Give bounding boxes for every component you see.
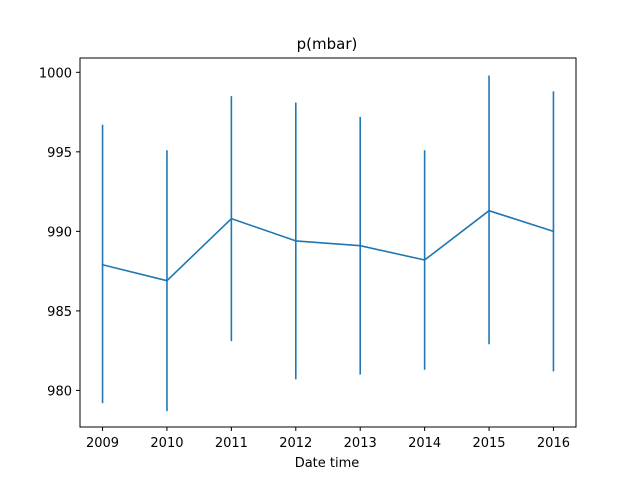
x-tick-label-2012: 2012 [279,436,312,451]
x-axis: 2009 2010 2011 2012 2013 2014 2015 2016 [86,427,570,451]
series-line-0 [102,209,554,282]
data-point-2013 [359,244,362,247]
y-tick-label-995: 995 [47,146,72,161]
data-point-2014 [423,259,426,261]
data-point-2015 [488,209,490,212]
x-tick-label-2014: 2014 [408,436,441,451]
x-tick-label-2010: 2010 [150,436,183,451]
data-point-2010 [166,279,168,282]
x-tick-label-2015: 2015 [472,436,505,451]
x-tick-label-2016: 2016 [537,436,570,451]
y-tick-label-985: 985 [47,305,72,320]
data-point-2012 [294,240,297,242]
data-point-2016 [552,230,555,233]
x-tick-label-2011: 2011 [215,436,248,451]
data-point-2009 [101,263,104,266]
plot-frame [79,57,577,428]
y-tick-label-980: 980 [47,384,72,399]
y-axis: 980 985 990 995 1000 [39,66,80,399]
chart-title: p(mbar) [297,35,358,53]
plot-area [101,75,555,412]
x-tick-label-2009: 2009 [86,436,119,451]
y-tick-label-990: 990 [47,225,72,240]
y-tick-label-1000: 1000 [39,66,72,81]
data-point-2011 [230,217,233,220]
x-tick-label-2013: 2013 [344,436,377,451]
x-axis-label: Date time [295,456,360,471]
